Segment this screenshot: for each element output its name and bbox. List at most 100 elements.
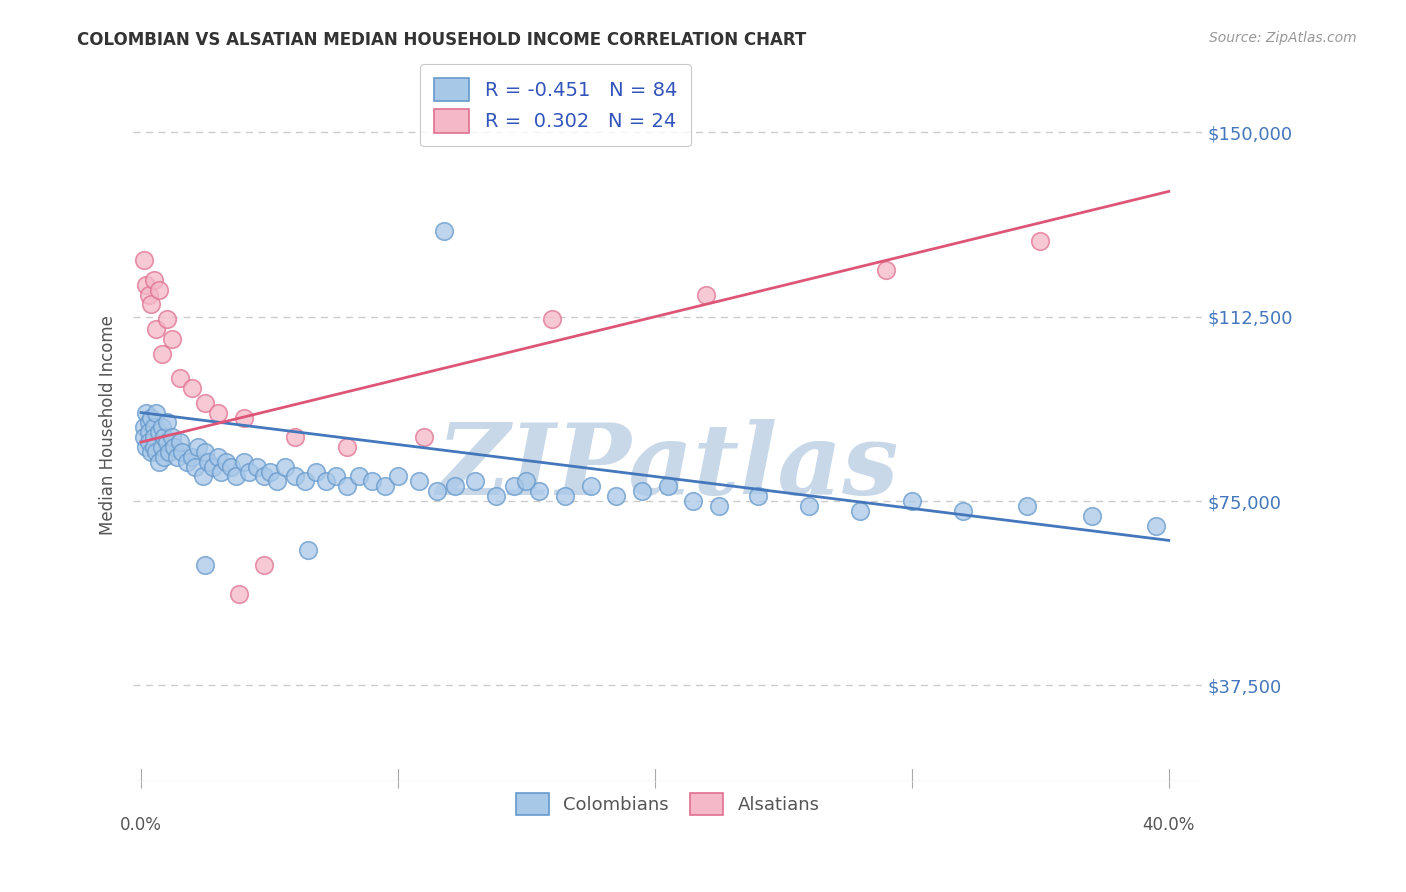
Point bbox=[325, 469, 347, 483]
Text: 0.0%: 0.0% bbox=[120, 815, 162, 834]
Point bbox=[194, 396, 217, 410]
Point bbox=[157, 445, 180, 459]
Y-axis label: Median Household Income: Median Household Income bbox=[100, 315, 117, 535]
Point bbox=[485, 489, 508, 503]
Point bbox=[153, 430, 176, 444]
Point bbox=[145, 322, 167, 336]
Point bbox=[150, 420, 173, 434]
Point bbox=[225, 469, 247, 483]
Point bbox=[176, 455, 198, 469]
Point bbox=[297, 543, 319, 558]
Point bbox=[169, 371, 191, 385]
Point bbox=[150, 440, 173, 454]
Point bbox=[135, 406, 157, 420]
Point bbox=[336, 479, 359, 493]
Point bbox=[141, 445, 163, 459]
Point bbox=[145, 445, 167, 459]
Point bbox=[232, 455, 254, 469]
Point bbox=[209, 465, 232, 479]
Point bbox=[207, 406, 229, 420]
Point bbox=[253, 558, 276, 572]
Point bbox=[631, 484, 654, 499]
Point bbox=[515, 475, 537, 489]
Point bbox=[132, 430, 155, 444]
Point bbox=[952, 504, 974, 518]
Point bbox=[875, 263, 897, 277]
Point bbox=[901, 494, 924, 508]
Point bbox=[657, 479, 679, 493]
Point bbox=[305, 465, 328, 479]
Point bbox=[315, 475, 337, 489]
Point bbox=[349, 469, 371, 483]
Point bbox=[408, 475, 430, 489]
Point bbox=[160, 332, 183, 346]
Point bbox=[695, 287, 717, 301]
Point bbox=[554, 489, 576, 503]
Point bbox=[361, 475, 384, 489]
Point bbox=[166, 450, 188, 464]
Point bbox=[336, 440, 359, 454]
Point bbox=[412, 430, 434, 444]
Point bbox=[138, 435, 160, 450]
Point bbox=[228, 587, 250, 601]
Point bbox=[1144, 518, 1167, 533]
Point bbox=[266, 475, 288, 489]
Point bbox=[246, 459, 269, 474]
Point bbox=[135, 277, 157, 292]
Point bbox=[284, 430, 307, 444]
Point bbox=[201, 459, 224, 474]
Point bbox=[207, 450, 229, 464]
Point bbox=[1080, 508, 1102, 523]
Point bbox=[141, 297, 163, 311]
Point bbox=[294, 475, 316, 489]
Point bbox=[579, 479, 602, 493]
Point bbox=[374, 479, 396, 493]
Point bbox=[443, 479, 465, 493]
Text: ZIPatlas: ZIPatlas bbox=[437, 419, 898, 516]
Text: Source: ZipAtlas.com: Source: ZipAtlas.com bbox=[1209, 31, 1357, 45]
Point bbox=[747, 489, 769, 503]
Point bbox=[259, 465, 281, 479]
Point bbox=[181, 381, 204, 395]
Point bbox=[425, 484, 447, 499]
Point bbox=[148, 425, 170, 440]
Point bbox=[464, 475, 486, 489]
Point bbox=[142, 430, 165, 444]
Point bbox=[797, 499, 820, 513]
Point bbox=[156, 416, 179, 430]
Point bbox=[215, 455, 238, 469]
Point bbox=[502, 479, 524, 493]
Point bbox=[172, 445, 194, 459]
Text: COLOMBIAN VS ALSATIAN MEDIAN HOUSEHOLD INCOME CORRELATION CHART: COLOMBIAN VS ALSATIAN MEDIAN HOUSEHOLD I… bbox=[77, 31, 807, 49]
Point bbox=[156, 435, 179, 450]
Point bbox=[184, 459, 207, 474]
Point bbox=[219, 459, 242, 474]
Point bbox=[181, 450, 204, 464]
Point bbox=[284, 469, 307, 483]
Point bbox=[238, 465, 260, 479]
Point bbox=[132, 420, 155, 434]
Point bbox=[529, 484, 551, 499]
Point bbox=[142, 273, 165, 287]
Point bbox=[682, 494, 704, 508]
Point bbox=[135, 440, 157, 454]
Point bbox=[153, 450, 176, 464]
Point bbox=[169, 435, 191, 450]
Point bbox=[194, 445, 217, 459]
Point bbox=[142, 440, 165, 454]
Point bbox=[187, 440, 209, 454]
Point bbox=[145, 406, 167, 420]
Text: 40.0%: 40.0% bbox=[1143, 815, 1195, 834]
Point bbox=[138, 416, 160, 430]
Point bbox=[148, 455, 170, 469]
Point bbox=[541, 312, 564, 326]
Point bbox=[141, 410, 163, 425]
Point bbox=[150, 346, 173, 360]
Point bbox=[197, 455, 219, 469]
Point bbox=[232, 410, 254, 425]
Point bbox=[274, 459, 297, 474]
Point bbox=[163, 440, 186, 454]
Point bbox=[1017, 499, 1039, 513]
Point bbox=[1029, 234, 1052, 248]
Point bbox=[253, 469, 276, 483]
